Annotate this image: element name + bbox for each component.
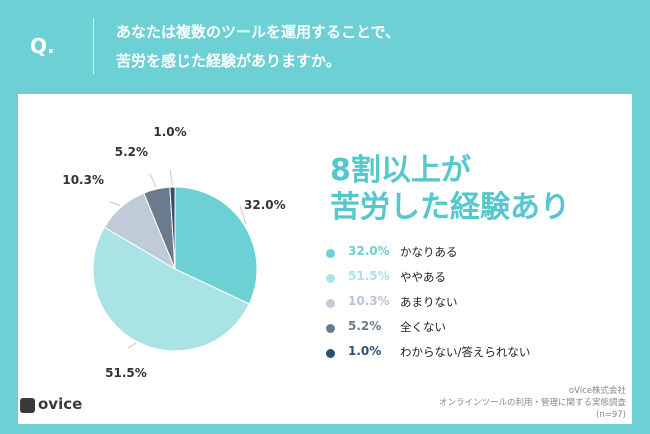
legend-swatch [326,299,335,308]
slice-leader-line [109,201,121,206]
source-survey: オンラインツールの利用・管理に関する実態調査 [438,398,626,408]
legend-label: わからない/答えられない [400,345,531,359]
chart-card: 32.0% 51.5% 10.3% 5.2% 1.0% [18,94,632,424]
source-note: oVice株式会社 オンラインツールの利用・管理に関する実態調査 (n=97) [439,385,626,421]
slice-leader-line [239,205,247,225]
question-marker: Q. [30,34,55,58]
pie-slice [174,186,258,305]
slice-label: 51.5% [105,366,147,380]
legend-percent: 51.5% [348,269,390,283]
ovice-logo-icon [20,398,35,413]
legend-percent: 10.3% [348,294,390,308]
pie-slice [92,226,250,352]
question-header: Q. あなたは複数のツールを運用することで、 苦労を感じた経験がありますか。 [0,0,650,92]
slice-leader-line [149,173,157,188]
legend-swatch [326,324,335,333]
legend-label: 全くない [400,320,446,334]
legend-swatch [326,274,335,283]
slice-label: 32.0% [244,198,286,212]
question-text: あなたは複数のツールを運用することで、 苦労を感じた経験がありますか。 [116,18,400,76]
source-company: oVice株式会社 [568,386,626,396]
legend-swatch [326,249,335,258]
legend-swatch [326,349,335,358]
question-line-1: あなたは複数のツールを運用することで、 [116,23,400,41]
slice-label: 1.0% [153,125,186,139]
header-divider [93,18,94,74]
pie-slice [169,186,176,270]
legend-label: かなりある [400,245,458,259]
source-sample: (n=97) [596,410,626,420]
legend-label: ややある [400,270,446,284]
slice-leader-line [169,168,173,186]
headline-line-1: 8割以上が [330,153,471,188]
slice-label: 10.3% [62,173,104,187]
question-line-2: 苦労を感じた経験がありますか。 [116,52,341,70]
legend-label: あまりない [400,295,458,309]
logo-text: ovice [38,395,83,413]
headline-line-2: 苦労した経験あり [330,190,570,225]
legend-percent: 32.0% [348,244,390,258]
headline: 8割以上が 苦労した経験あり [330,152,570,226]
legend-percent: 1.0% [348,344,382,358]
slice-leader-line [127,342,136,349]
slice-label: 5.2% [115,145,148,159]
pie-chart: 32.0% 51.5% 10.3% 5.2% 1.0% [62,125,286,380]
legend-percent: 5.2% [348,319,382,333]
